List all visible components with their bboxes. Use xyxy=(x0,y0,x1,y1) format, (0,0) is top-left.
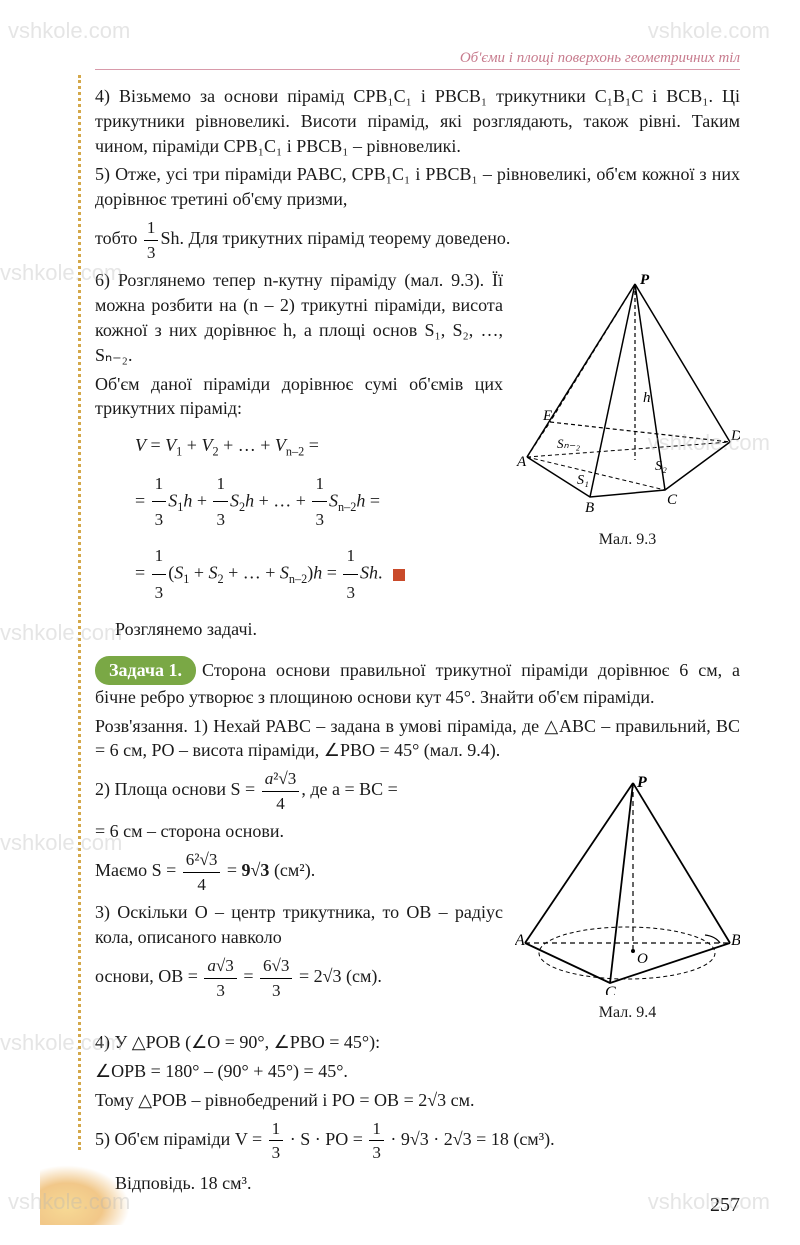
pyramid-diagram-2: P A B C O xyxy=(515,773,740,995)
svg-text:D: D xyxy=(730,428,740,444)
corner-decoration xyxy=(40,1165,130,1225)
task-badge: Задача 1. xyxy=(95,656,196,685)
text: тобто xyxy=(95,228,142,248)
figure-caption: Мал. 9.3 xyxy=(515,531,740,549)
svg-text:E: E xyxy=(542,408,552,424)
pyramid-diagram-1: P A B C D E h S₁ S₂ Sₙ₋₂ xyxy=(515,272,740,522)
text: · S · PO = xyxy=(285,1129,367,1149)
fraction: 6²√34 xyxy=(183,848,221,896)
svg-text:S₁: S₁ xyxy=(577,473,589,488)
svg-text:C: C xyxy=(667,492,678,508)
chapter-header: Об'єми і площі поверхонь геометричних ті… xyxy=(95,50,740,70)
fraction: a²√34 xyxy=(262,767,300,815)
fraction: 13 xyxy=(269,1117,284,1165)
paragraph-4: 4) Візьмемо за основи пірамід CPB₁C₁ і P… xyxy=(95,84,740,158)
svg-text:A: A xyxy=(516,454,527,470)
figure-caption: Мал. 9.4 xyxy=(515,1004,740,1022)
fraction-one-third: 13 xyxy=(144,216,159,264)
svg-text:B: B xyxy=(731,932,740,949)
text: Sh. Для трикутних пірамід теорему доведе… xyxy=(160,228,510,248)
page-number: 257 xyxy=(710,1194,740,1217)
left-dotted-rule xyxy=(78,75,81,1150)
svg-text:P: P xyxy=(640,272,650,288)
solution-step-5: 5) Об'єм піраміди V = 13 · S · PO = 13 ·… xyxy=(95,1117,740,1165)
text: 5) Об'єм піраміди V = xyxy=(95,1129,267,1149)
svg-text:S₂: S₂ xyxy=(655,459,667,474)
figure-9-4: P A B C O Мал. 9.4 xyxy=(515,773,740,1022)
solution-step-4a: 4) У △POB (∠O = 90°, ∠PBO = 45°): xyxy=(95,1030,740,1055)
text: (см²). xyxy=(269,860,315,880)
solution-step-1: Розв'язання. 1) Нехай PABC – задана в ум… xyxy=(95,714,740,764)
text: · 9√3 · 2√3 = 18 (см³). xyxy=(386,1129,555,1149)
figure-9-3: P A B C D E h S₁ S₂ Sₙ₋₂ Мал. 9.3 xyxy=(515,272,740,549)
paragraph-5a: 5) Отже, усі три піраміди PABC, CPB₁C₁ і… xyxy=(95,162,740,212)
svg-text:Sₙ₋₂: Sₙ₋₂ xyxy=(557,436,581,451)
text: 2) Площа основи S = xyxy=(95,779,260,799)
consider-text: Розглянемо задачі. xyxy=(95,617,740,642)
task-1: Задача 1.Сторона основи правильної трику… xyxy=(95,656,740,710)
solution-step-4c: Тому △POB – рівнобедрений і PO = OB = 2√… xyxy=(95,1088,740,1113)
qed-square xyxy=(393,569,405,581)
svg-text:P: P xyxy=(636,774,647,791)
text: (см). xyxy=(342,966,382,986)
text: , де a = BC = xyxy=(301,779,397,799)
fraction: 13 xyxy=(369,1117,384,1165)
fraction: a√33 xyxy=(204,954,236,1002)
paragraph-5b: тобто 13Sh. Для трикутних пірамід теорем… xyxy=(95,216,740,264)
svg-text:C: C xyxy=(605,984,616,995)
solution-step-4b: ∠OPB = 180° – (90° + 45°) = 45°. xyxy=(95,1059,740,1084)
svg-text:O: O xyxy=(637,951,648,967)
fraction: 6√33 xyxy=(260,954,292,1002)
svg-text:A: A xyxy=(515,932,525,949)
page-content: Об'єми і площі поверхонь геометричних ті… xyxy=(0,0,800,1230)
text: Маємо S = xyxy=(95,860,181,880)
answer: Відповідь. 18 см³. xyxy=(95,1171,740,1196)
svg-text:B: B xyxy=(585,500,594,516)
svg-text:h: h xyxy=(643,390,651,406)
text: основи, OB = xyxy=(95,966,202,986)
